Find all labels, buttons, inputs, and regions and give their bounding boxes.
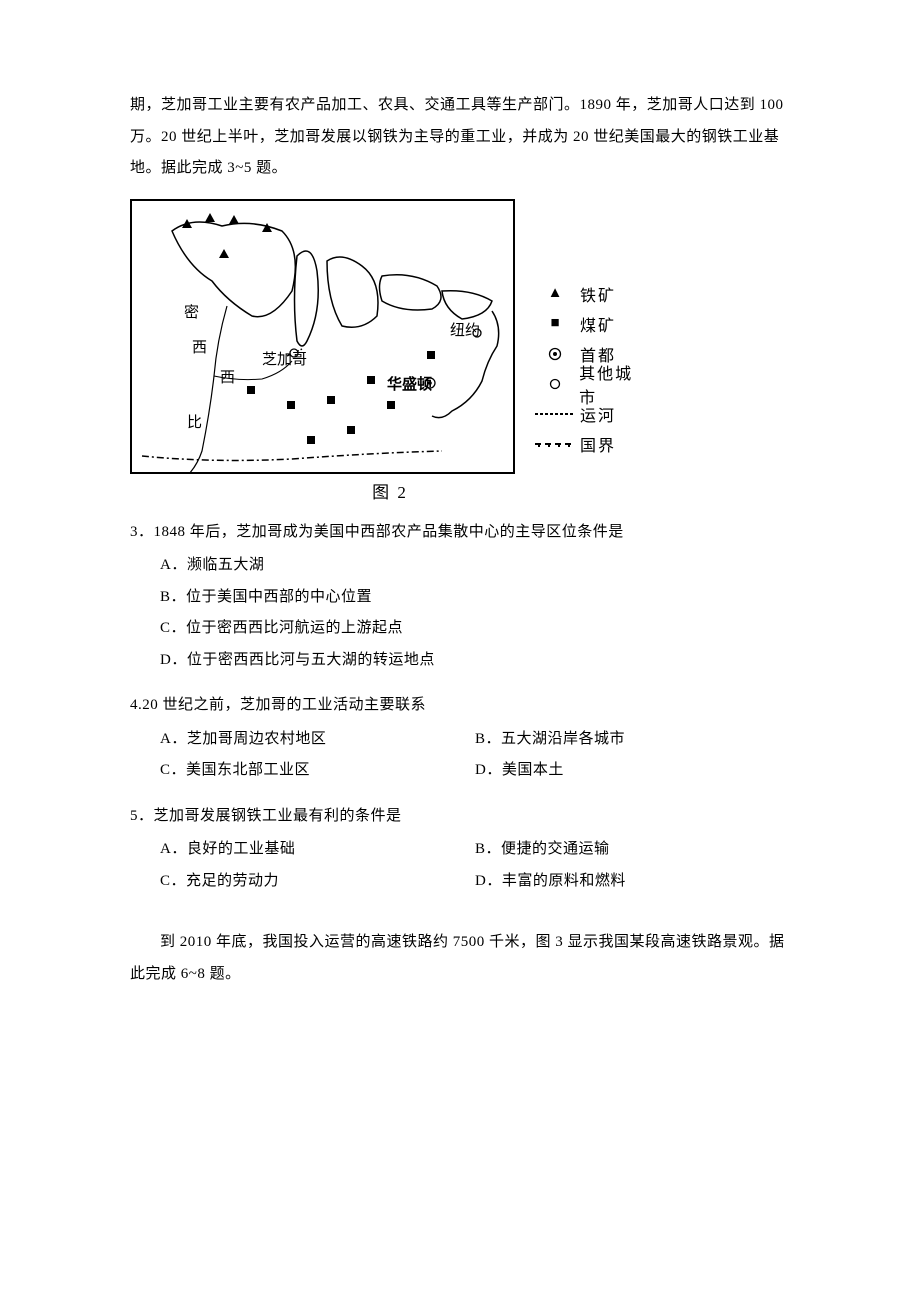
label-miss-0: 密 bbox=[184, 301, 199, 322]
question-4: 4.20 世纪之前，芝加哥的工业活动主要联系 A．芝加哥周边农村地区 B．五大湖… bbox=[130, 690, 790, 787]
question-3: 3．1848 年后，芝加哥成为美国中西部农产品集散中心的主导区位条件是 A．濒临… bbox=[130, 517, 790, 677]
label-miss-1: 西 bbox=[192, 336, 207, 357]
triangle-icon: ▲ bbox=[530, 285, 580, 302]
label-miss-3: 比 bbox=[187, 411, 202, 432]
legend-row-border: 国界 bbox=[530, 429, 650, 459]
q5-opt-b: B．便捷的交通运输 bbox=[475, 834, 790, 866]
legend-label: 煤矿 bbox=[580, 312, 616, 336]
legend-label: 其他城市 bbox=[579, 360, 650, 408]
circle-icon bbox=[530, 377, 579, 391]
question-5: 5．芝加哥发展钢铁工业最有利的条件是 A．良好的工业基础 B．便捷的交通运输 C… bbox=[130, 801, 790, 898]
q3-stem: 3．1848 年后，芝加哥成为美国中西部农产品集散中心的主导区位条件是 bbox=[130, 517, 790, 549]
q5-opt-a: A．良好的工业基础 bbox=[160, 834, 475, 866]
q4-opt-d: D．美国本土 bbox=[475, 755, 790, 787]
legend-row-coal: ■ 煤矿 bbox=[530, 309, 650, 339]
q4-opt-b: B．五大湖沿岸各城市 bbox=[475, 724, 790, 756]
legend-row-iron: ▲ 铁矿 bbox=[530, 279, 650, 309]
capital-icon bbox=[530, 347, 580, 361]
label-washington: 华盛顿 bbox=[387, 373, 432, 394]
border-line-icon bbox=[530, 440, 580, 448]
map-frame: 芝加哥 纽约 华盛顿 密 西 西 比 bbox=[130, 199, 515, 474]
q4-stem: 4.20 世纪之前，芝加哥的工业活动主要联系 bbox=[130, 690, 790, 722]
q4-options: A．芝加哥周边农村地区 B．五大湖沿岸各城市 C．美国东北部工业区 D．美国本土 bbox=[130, 724, 790, 787]
square-icon: ■ bbox=[530, 315, 580, 332]
canal-line-icon bbox=[530, 413, 580, 415]
q5-opt-c: C．充足的劳动力 bbox=[160, 866, 475, 898]
q3-opt-b: B．位于美国中西部的中心位置 bbox=[130, 582, 790, 614]
q3-opt-d: D．位于密西西比河与五大湖的转运地点 bbox=[130, 645, 790, 677]
q4-opt-c: C．美国东北部工业区 bbox=[160, 755, 475, 787]
q3-options: A．濒临五大湖 B．位于美国中西部的中心位置 C．位于密西西比河航运的上游起点 … bbox=[130, 550, 790, 676]
map-legend: ▲ 铁矿 ■ 煤矿 首都 其他城市 运河 bbox=[530, 279, 650, 459]
intro-paragraph-2: 到 2010 年底，我国投入运营的高速铁路约 7500 千米，图 3 显示我国某… bbox=[130, 927, 790, 990]
q4-opt-a: A．芝加哥周边农村地区 bbox=[160, 724, 475, 756]
label-newyork: 纽约 bbox=[450, 319, 480, 340]
q3-opt-c: C．位于密西西比河航运的上游起点 bbox=[130, 613, 790, 645]
legend-label: 运河 bbox=[580, 402, 616, 426]
legend-label: 铁矿 bbox=[580, 282, 616, 306]
label-miss-2: 西 bbox=[220, 366, 235, 387]
q3-opt-a: A．濒临五大湖 bbox=[130, 550, 790, 582]
legend-row-city: 其他城市 bbox=[530, 369, 650, 399]
label-chicago: 芝加哥 bbox=[262, 348, 307, 369]
q5-stem: 5．芝加哥发展钢铁工业最有利的条件是 bbox=[130, 801, 790, 833]
map-box: 芝加哥 纽约 华盛顿 密 西 西 比 ▲ 铁矿 ■ 煤矿 首都 bbox=[130, 199, 650, 474]
q5-opt-d: D．丰富的原料和燃料 bbox=[475, 866, 790, 898]
q5-options: A．良好的工业基础 B．便捷的交通运输 C．充足的劳动力 D．丰富的原料和燃料 bbox=[130, 834, 790, 897]
legend-label: 国界 bbox=[580, 432, 616, 456]
figure-2: 芝加哥 纽约 华盛顿 密 西 西 比 ▲ 铁矿 ■ 煤矿 首都 bbox=[130, 199, 790, 503]
intro-paragraph: 期，芝加哥工业主要有农产品加工、农具、交通工具等生产部门。1890 年，芝加哥人… bbox=[130, 90, 790, 185]
figure-caption: 图 2 bbox=[130, 478, 650, 503]
